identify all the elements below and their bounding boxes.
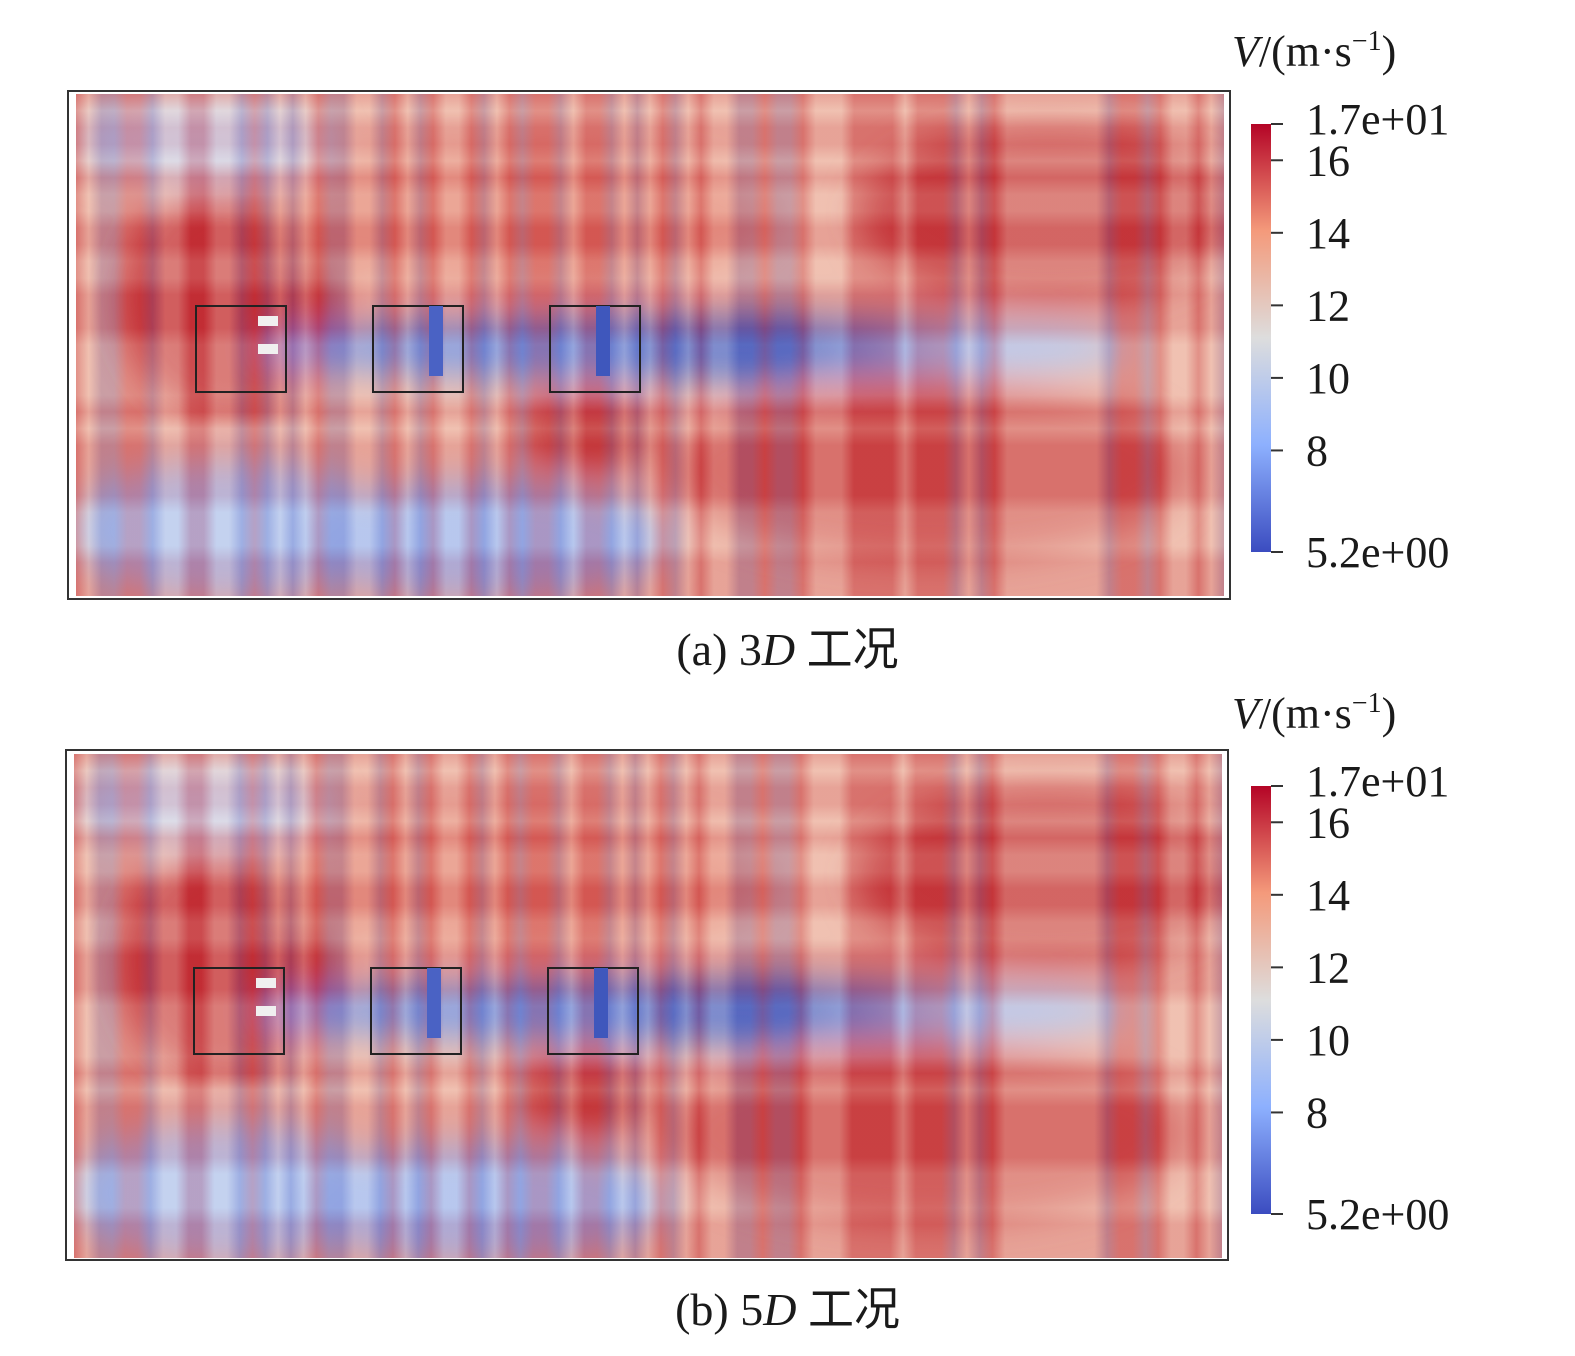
- colorbar-unit: /(m·s: [1259, 689, 1352, 738]
- colorbar-unit-close: ): [1382, 689, 1397, 738]
- colorbar-tick-label: 14: [1306, 871, 1350, 920]
- panel-b: 1.7e+01 5.2e+00 8 10 12 14 16 V/(m·s−1): [0, 668, 1575, 1308]
- rotor-marks: [256, 968, 608, 1038]
- rotor-mark-1b: [256, 1006, 276, 1016]
- colorbar-tick-label: 12: [1306, 943, 1350, 992]
- caption-a-suffix: 工况: [795, 624, 899, 675]
- caption-a-number: 3: [738, 624, 762, 675]
- turbine-box-3: [547, 967, 639, 1055]
- turbine-box-2: [370, 967, 462, 1055]
- turbine-boxes: [193, 967, 639, 1055]
- colorbar-min-label: 5.2e+00: [1306, 528, 1449, 577]
- colorbar: [1251, 786, 1271, 1214]
- turbine-boxes: [195, 305, 641, 393]
- colorbar-tick-label: 14: [1306, 209, 1350, 258]
- colorbar-max-label: 1.7e+01: [1306, 95, 1449, 144]
- colorbar-title: V/(m·s−1): [1232, 26, 1396, 76]
- rotor-marks: [258, 306, 610, 376]
- caption-b-suffix: 工况: [796, 1284, 900, 1335]
- turbine-box-1: [195, 305, 287, 393]
- colorbar-tick-labels: 8 10 12 14 16: [1306, 136, 1350, 475]
- colorbar-unit: /(m·s: [1259, 27, 1352, 76]
- colorbar: [1251, 124, 1271, 552]
- colorbar-tick-label: 16: [1306, 136, 1350, 185]
- plot-frame: [67, 90, 1231, 600]
- rotor-mark-1b: [258, 344, 278, 354]
- colorbar-unit-exponent: −1: [1352, 26, 1382, 57]
- colorbar-tick-label: 10: [1306, 1016, 1350, 1065]
- colorbar-tick-label: 16: [1306, 798, 1350, 847]
- plot-frame: [65, 749, 1229, 1261]
- colorbar-title: V/(m·s−1): [1232, 688, 1396, 738]
- horizontal-streaks: [74, 754, 1222, 1258]
- colorbar-tick-label: 10: [1306, 354, 1350, 403]
- panel-b-svg: 1.7e+01 5.2e+00 8 10 12 14 16 V/(m·s−1): [65, 688, 1449, 1261]
- colorbar-ticks: [1271, 785, 1283, 1215]
- turbine-box-3: [549, 305, 641, 393]
- colorbar-tick-label: 8: [1306, 426, 1328, 475]
- rotor-mark-2: [429, 306, 443, 376]
- caption-a-letter: (a): [676, 624, 739, 675]
- rotor-mark-3: [596, 306, 610, 376]
- caption-b-letter: (b): [675, 1284, 741, 1335]
- colorbar-quantity: V: [1232, 27, 1264, 76]
- horizontal-streaks: [76, 94, 1224, 596]
- caption-b-d: D: [763, 1284, 797, 1335]
- caption-b-number: 5: [740, 1284, 764, 1335]
- colorbar-unit-exponent: −1: [1352, 688, 1382, 719]
- rotor-mark-2: [427, 968, 441, 1038]
- rotor-mark-1a: [256, 978, 276, 988]
- colorbar-min-label: 5.2e+00: [1306, 1190, 1449, 1239]
- colorbar-max-label: 1.7e+01: [1306, 757, 1449, 806]
- caption-b: (b) 5D 工况: [0, 1284, 1575, 1336]
- rotor-mark-1a: [258, 316, 278, 326]
- turbine-box-1: [193, 967, 285, 1055]
- colorbar-unit-close: ): [1382, 27, 1397, 76]
- colorbar-quantity: V: [1232, 689, 1264, 738]
- panel-a-svg: 1.7e+01 5.2e+00 8 10 12 14 16 V/(m·s−1): [67, 26, 1449, 600]
- turbine-box-2: [372, 305, 464, 393]
- velocity-field: [74, 754, 1222, 1258]
- colorbar-tick-label: 12: [1306, 281, 1350, 330]
- rotor-mark-3: [594, 968, 608, 1038]
- velocity-field: [76, 94, 1224, 596]
- caption-a: (a) 3D 工况: [0, 624, 1575, 676]
- colorbar-ticks: [1271, 123, 1283, 553]
- caption-a-d: D: [761, 624, 796, 675]
- panel-a: 1.7e+01 5.2e+00 8 10 12 14 16 V/(m·s−1): [0, 0, 1575, 640]
- colorbar-tick-labels: 8 10 12 14 16: [1306, 798, 1350, 1137]
- colorbar-tick-label: 8: [1306, 1088, 1328, 1137]
